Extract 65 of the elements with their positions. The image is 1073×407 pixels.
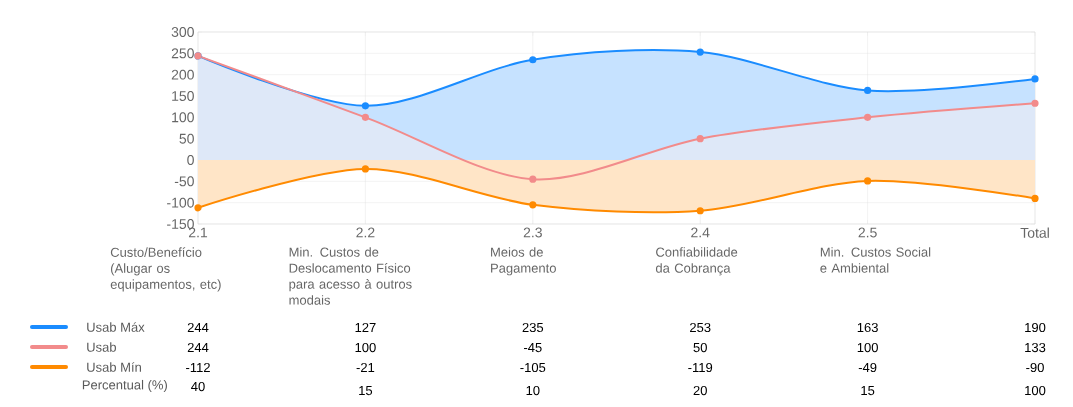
point bbox=[696, 207, 704, 215]
point bbox=[696, 135, 704, 143]
data-label: -49 bbox=[858, 362, 877, 373]
point bbox=[529, 201, 537, 209]
point bbox=[194, 204, 202, 212]
x-tick-label: Total bbox=[1020, 227, 1049, 238]
text: 100 bbox=[1025, 385, 1046, 396]
y-tick-label: -50 bbox=[174, 176, 194, 187]
data-label: 50 bbox=[693, 342, 707, 353]
text: Min. Custos de Deslocamento Físico para acesso à outros modais bbox=[289, 247, 412, 305]
data-label: -112 bbox=[186, 362, 210, 372]
text: Percentual (%) bbox=[82, 379, 167, 393]
legend-label: Usab Mín bbox=[87, 362, 141, 372]
point bbox=[864, 113, 872, 121]
y-tick-label: 250 bbox=[171, 48, 194, 59]
x-tick-label: 2.5 bbox=[858, 227, 877, 238]
point bbox=[361, 165, 369, 173]
data-label: -119 bbox=[688, 362, 713, 373]
data-label: 133 bbox=[1025, 342, 1046, 353]
point bbox=[864, 177, 872, 185]
data-label: 244 bbox=[187, 342, 209, 352]
data-label: -105 bbox=[520, 362, 546, 373]
y-tick-label: 100 bbox=[172, 112, 194, 123]
data-label: 235 bbox=[522, 322, 544, 333]
legend-label: Usab bbox=[87, 342, 116, 352]
point bbox=[529, 56, 537, 64]
text: Confiabilidade da Cobrança bbox=[655, 247, 738, 276]
y-tick-label: 150 bbox=[172, 91, 194, 101]
data-label: 253 bbox=[690, 322, 711, 333]
data-label: 127 bbox=[355, 322, 376, 332]
point bbox=[864, 86, 872, 95]
data-label: -90 bbox=[1026, 362, 1044, 373]
text: Meios de Pagamento bbox=[491, 247, 556, 276]
text: 10 bbox=[526, 385, 540, 396]
x-tick-label: 2.4 bbox=[691, 227, 710, 238]
y-tick-label: -100 bbox=[167, 197, 194, 208]
x-tick-label: 2.2 bbox=[356, 227, 375, 238]
text: 15 bbox=[861, 386, 875, 396]
point bbox=[1031, 75, 1039, 83]
text: 40 bbox=[191, 381, 205, 392]
y-tick-label: 50 bbox=[179, 133, 194, 144]
data-label: 100 bbox=[355, 342, 376, 353]
data-label: -21 bbox=[356, 362, 375, 372]
data-label: 163 bbox=[857, 322, 878, 333]
point bbox=[361, 102, 369, 110]
point bbox=[1031, 194, 1039, 202]
y-tick-label: 200 bbox=[171, 69, 194, 80]
text: 20 bbox=[693, 385, 707, 396]
y-tick-label: -150 bbox=[167, 219, 194, 229]
text: Custo/Benefício (Alugar os equipamentos, etc) bbox=[110, 247, 221, 292]
point bbox=[1031, 99, 1039, 107]
x-tick-label: 2.1 bbox=[188, 227, 208, 238]
legend-label: Usab Máx bbox=[87, 322, 145, 332]
y-tick-label: 0 bbox=[187, 155, 194, 165]
data-label: 244 bbox=[187, 322, 209, 332]
data-label: -45 bbox=[523, 343, 542, 353]
text: 15 bbox=[359, 386, 373, 396]
point bbox=[361, 113, 369, 121]
y-tick-label: 300 bbox=[171, 27, 194, 37]
text: Min. Custos Social e Ambiental bbox=[820, 247, 931, 273]
point bbox=[696, 48, 704, 56]
point bbox=[529, 175, 537, 183]
data-label: 100 bbox=[857, 342, 878, 353]
data-label: 190 bbox=[1025, 322, 1046, 333]
x-tick-label: 2.3 bbox=[523, 227, 542, 238]
